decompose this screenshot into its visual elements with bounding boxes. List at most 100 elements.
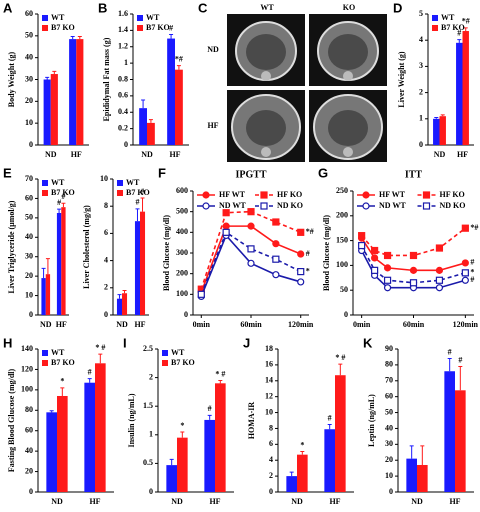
legend-swatch bbox=[42, 180, 48, 186]
legend-label: WT bbox=[51, 178, 65, 187]
marker bbox=[272, 255, 280, 263]
error-bar bbox=[169, 33, 174, 39]
error-bar bbox=[457, 39, 462, 43]
significance: * # bbox=[215, 369, 225, 378]
marker bbox=[358, 232, 366, 240]
mri-organ bbox=[246, 34, 286, 70]
bar bbox=[69, 39, 77, 145]
significance: * bbox=[60, 377, 64, 386]
marker bbox=[435, 266, 444, 274]
error-bar bbox=[117, 294, 122, 299]
x-tick-label: HF bbox=[449, 497, 460, 506]
legend-label: HF WT bbox=[379, 190, 406, 199]
mri-organ bbox=[246, 110, 286, 146]
legend-marker bbox=[422, 202, 431, 210]
bar bbox=[433, 118, 440, 145]
legend-marker bbox=[202, 202, 210, 210]
y-tick-label: 1.5 bbox=[143, 401, 153, 410]
bar bbox=[116, 298, 122, 315]
y-tick-label: 60 bbox=[385, 391, 393, 400]
bar bbox=[335, 375, 346, 492]
y-tick-label: 20 bbox=[25, 271, 33, 280]
legend-label: WT bbox=[171, 348, 185, 357]
y-tick-label: 0.4 bbox=[118, 107, 128, 116]
mri-spine bbox=[343, 147, 353, 157]
panel-letter: G bbox=[318, 165, 328, 180]
bar bbox=[286, 476, 297, 492]
error-bar bbox=[327, 423, 332, 430]
marker bbox=[383, 251, 392, 260]
error-bar bbox=[45, 258, 50, 275]
y-tick-label: 20 bbox=[25, 466, 33, 475]
y-tick-label: 40 bbox=[25, 52, 33, 61]
y-tick-label: 0 bbox=[419, 140, 423, 149]
y-tick-label: 4 bbox=[419, 35, 423, 44]
y-axis-title: Body Weight (g) bbox=[7, 51, 16, 107]
bar bbox=[134, 221, 140, 315]
marker bbox=[371, 254, 379, 262]
y-tick-label: 10 bbox=[265, 407, 273, 416]
marker bbox=[247, 208, 255, 216]
panel-letter: E bbox=[3, 165, 12, 180]
y-tick-label: 8 bbox=[269, 423, 273, 432]
x-tick-label: ND bbox=[40, 320, 52, 329]
marker bbox=[461, 259, 469, 267]
x-tick-label: 0min bbox=[353, 320, 371, 329]
significance: # bbox=[328, 413, 332, 422]
marker bbox=[272, 271, 280, 279]
significance: # bbox=[457, 29, 461, 38]
legend-swatch bbox=[117, 180, 123, 186]
legend-label: WT bbox=[146, 13, 160, 22]
legend-label: B7 KO bbox=[51, 188, 75, 197]
y-tick-label: 10 bbox=[25, 118, 33, 127]
error-bar bbox=[289, 471, 294, 477]
y-tick-label: 60 bbox=[25, 9, 33, 18]
marker bbox=[358, 241, 366, 250]
bar bbox=[444, 371, 455, 492]
y-tick-label: 2 bbox=[419, 87, 423, 96]
legend-swatch bbox=[432, 15, 438, 21]
y-tick-label: 0 bbox=[29, 140, 33, 149]
marker bbox=[371, 266, 379, 274]
marker bbox=[383, 276, 392, 284]
y-axis-title: Blood Glucose (mg/dl) bbox=[162, 215, 171, 291]
legend-label: HF KO bbox=[277, 190, 302, 199]
legend-label: WT bbox=[51, 348, 65, 357]
legend-swatch bbox=[162, 360, 168, 366]
bar bbox=[84, 382, 95, 492]
significance: # bbox=[141, 187, 145, 196]
panel-letter: D bbox=[393, 0, 402, 15]
y-tick-label: 6 bbox=[269, 439, 273, 448]
y-axis-title: Liver Weight (g) bbox=[397, 51, 406, 107]
error-bar bbox=[176, 65, 181, 70]
y-tick-label: 14 bbox=[265, 376, 273, 385]
legend-swatch bbox=[137, 15, 143, 21]
y-tick-label: 0.5 bbox=[143, 458, 153, 467]
panel-letter: F bbox=[158, 165, 166, 180]
bar bbox=[140, 211, 146, 315]
y-tick-label: 600 bbox=[176, 186, 188, 195]
bar bbox=[462, 31, 469, 146]
legend-label: ND KO bbox=[277, 201, 303, 210]
legend-marker bbox=[260, 191, 268, 199]
y-tick-label: 1.2 bbox=[118, 42, 128, 51]
significance: # bbox=[470, 258, 474, 267]
y-tick-label: 70 bbox=[25, 174, 33, 183]
marker bbox=[461, 276, 469, 284]
x-tick-label: HF bbox=[71, 150, 82, 159]
error-bar bbox=[169, 458, 174, 466]
marker bbox=[409, 279, 418, 287]
error-bar bbox=[409, 445, 414, 459]
x-tick-label: 120min bbox=[288, 320, 314, 329]
y-tick-label: 8 bbox=[104, 201, 108, 210]
y-tick-label: 400 bbox=[176, 227, 188, 236]
error-bar bbox=[52, 70, 57, 75]
series-line bbox=[200, 231, 302, 295]
y-tick-label: 40 bbox=[25, 232, 33, 241]
significance: # bbox=[458, 355, 462, 364]
bar bbox=[406, 458, 417, 492]
marker bbox=[272, 218, 280, 226]
y-tick-label: 60 bbox=[25, 193, 33, 202]
bar bbox=[122, 293, 128, 315]
